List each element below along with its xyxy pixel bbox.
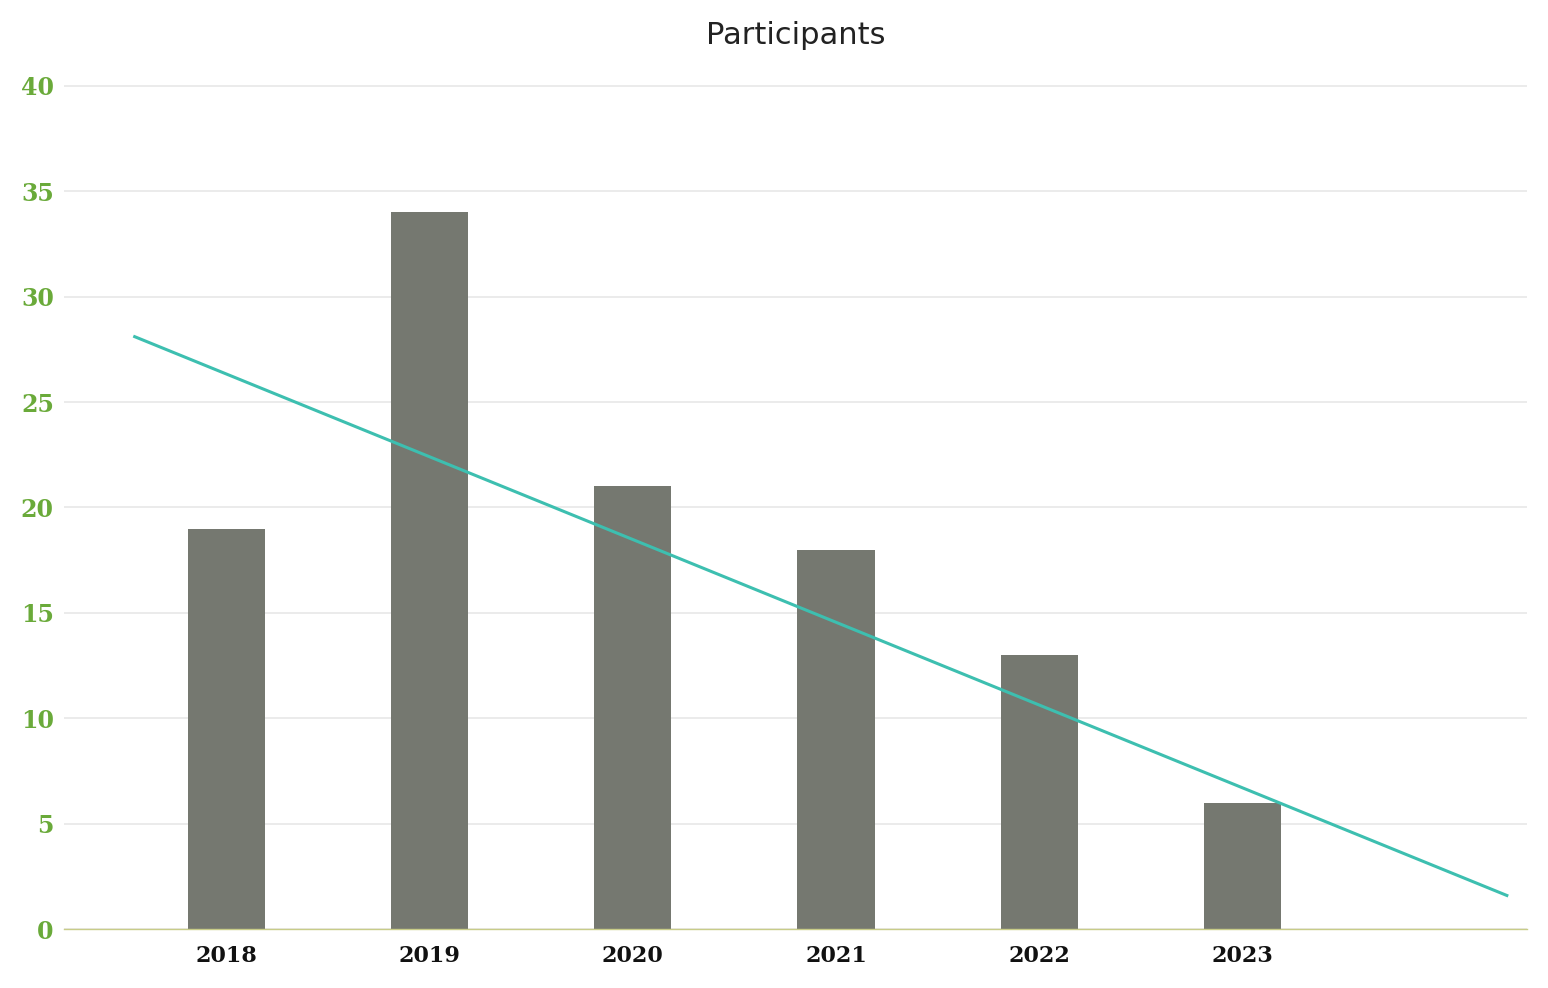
Bar — [797, 549, 875, 929]
Bar — [187, 529, 265, 929]
Bar — [1204, 802, 1282, 929]
Bar — [1000, 655, 1077, 929]
Title: Participants: Participants — [706, 21, 885, 49]
Bar — [594, 486, 672, 929]
Bar — [390, 212, 467, 929]
